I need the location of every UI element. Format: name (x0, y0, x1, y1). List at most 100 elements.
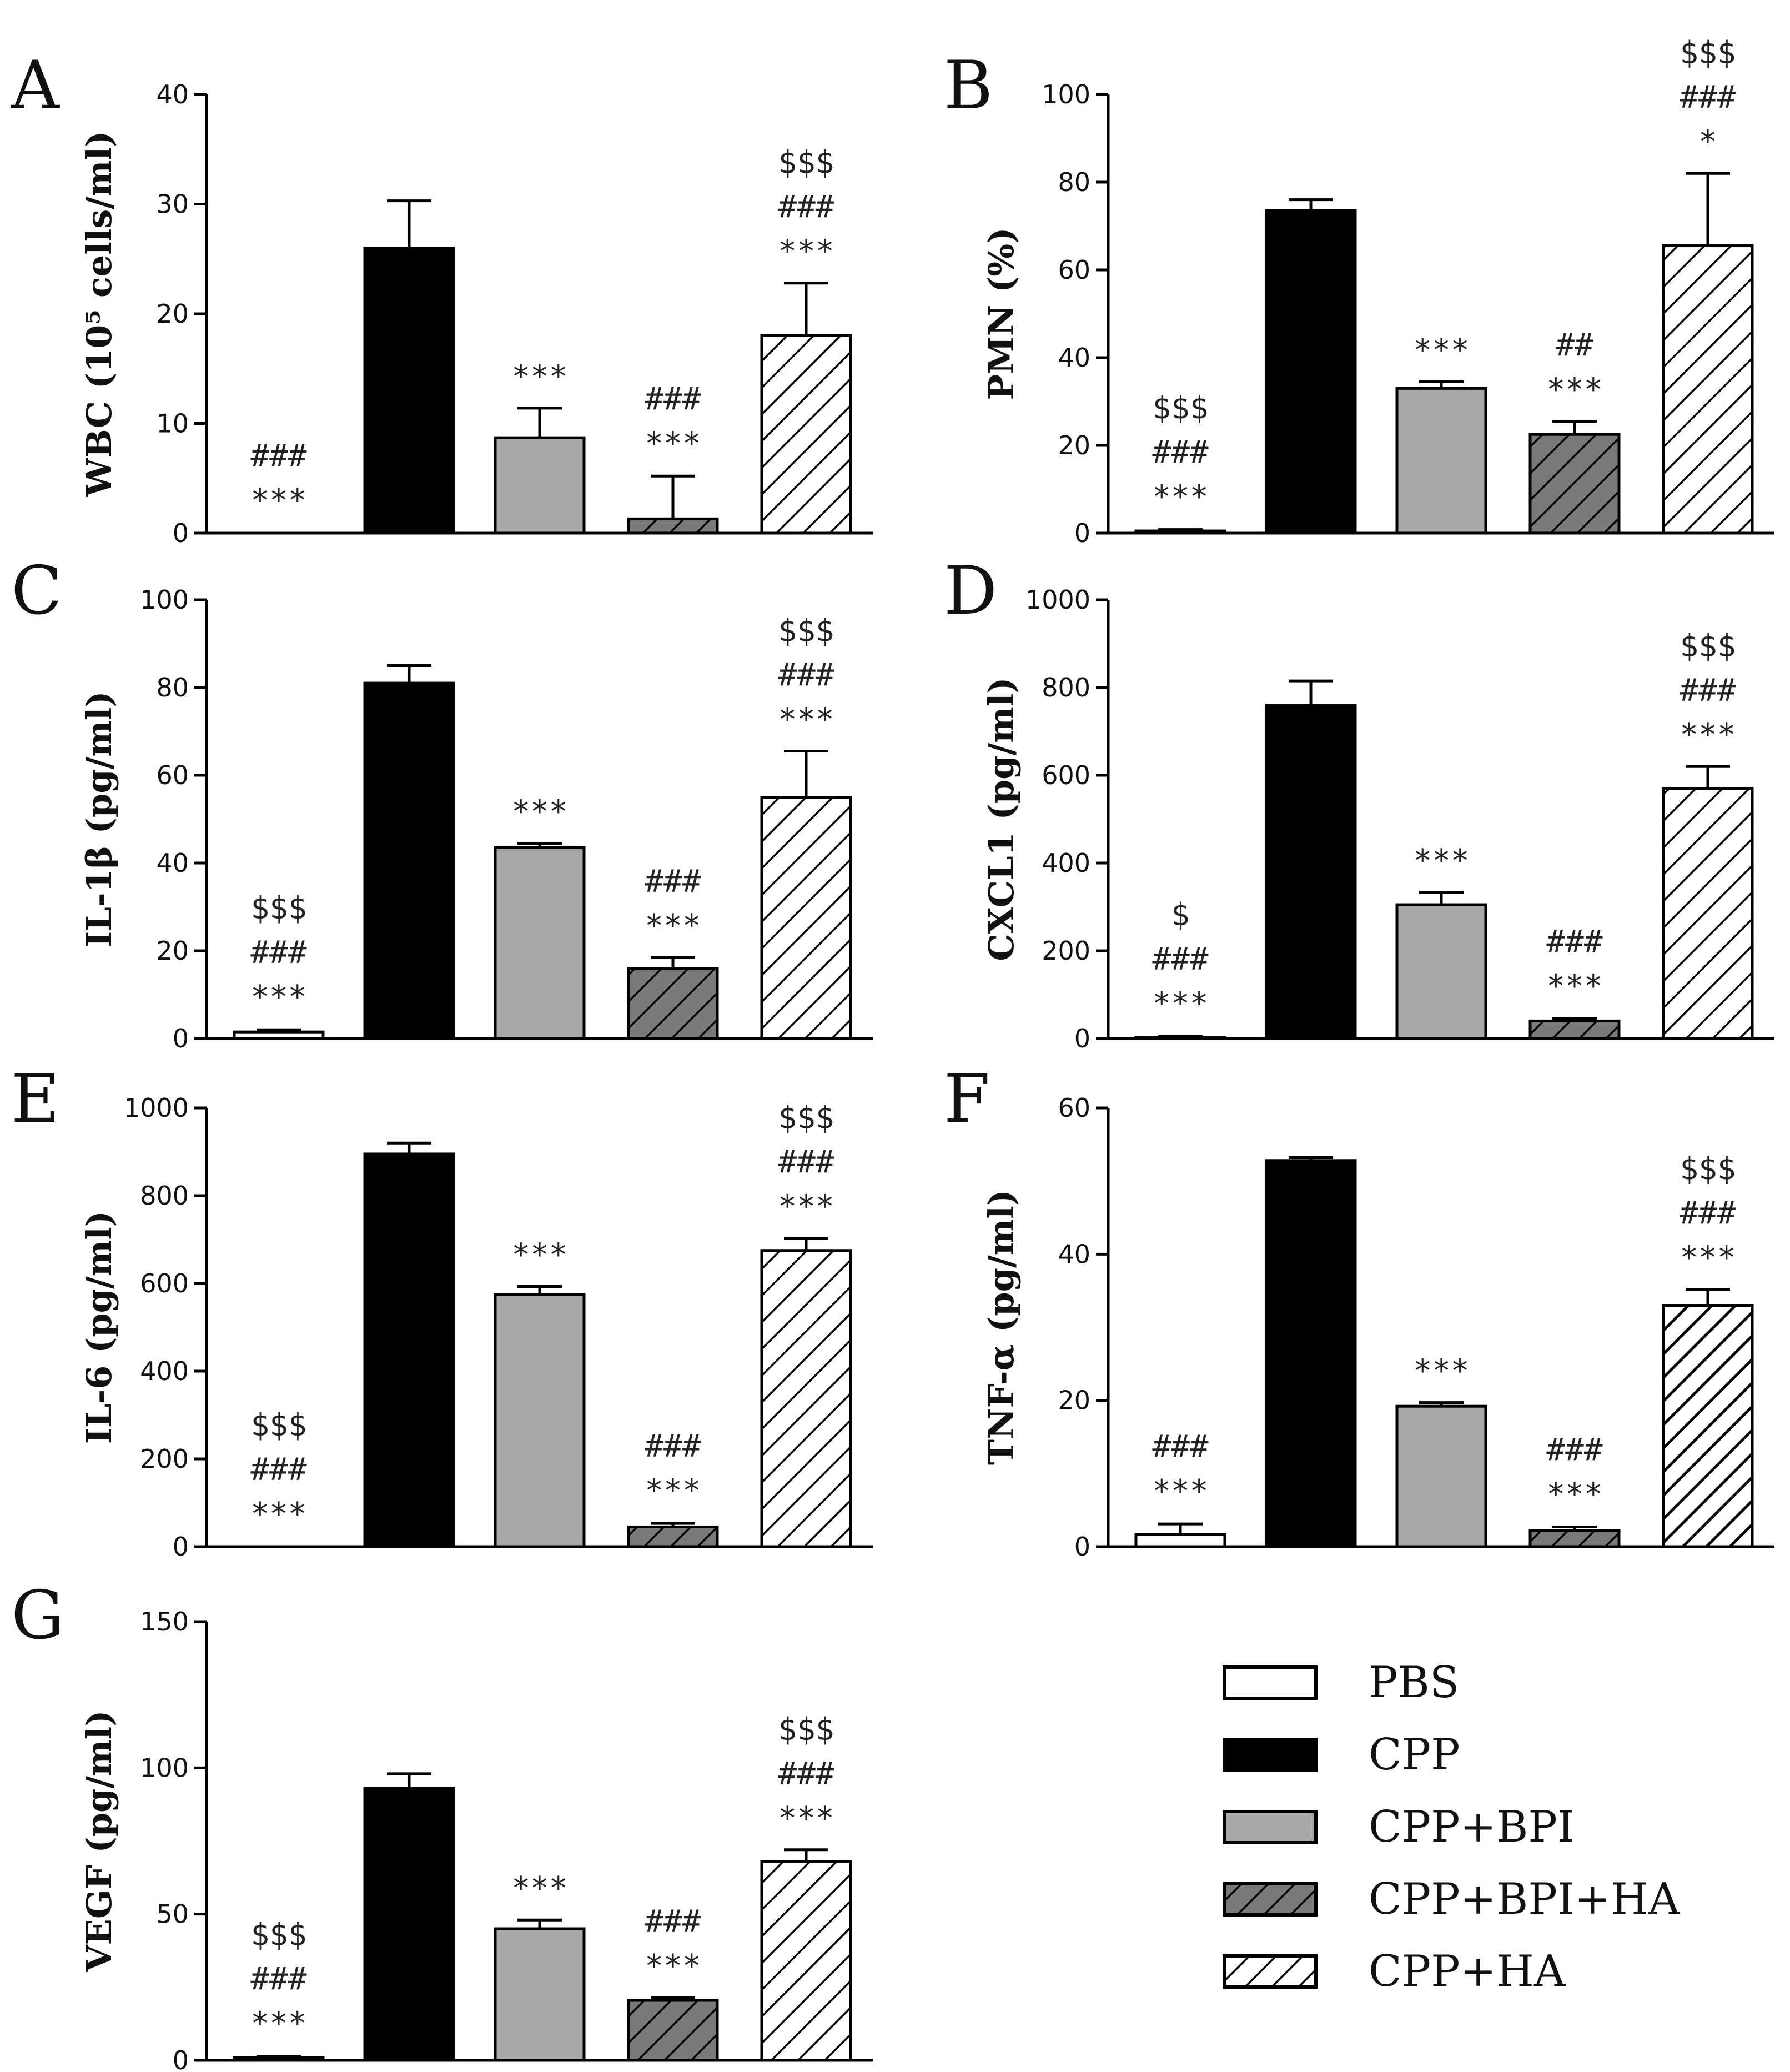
significance-label: $$$ (1680, 1151, 1736, 1187)
bar-cpp (363, 1787, 455, 2062)
y-tick-label: 20 (1058, 1386, 1090, 1416)
significance-label: *** (250, 979, 306, 1015)
bar-cpp-bpi (494, 436, 586, 535)
legend-label: CPP (1369, 1730, 1460, 1780)
y-tick-label: 1000 (124, 1093, 189, 1123)
significance-label: ### (1546, 924, 1602, 960)
significance-label: *** (1546, 372, 1602, 408)
y-tick-label: 150 (140, 1607, 189, 1637)
significance-label: ### (250, 935, 306, 971)
chart-panel-b: B PMN (%) 0 20 40 60 80 100 *** ### $$$ *** *** ## * ##… (944, 35, 1774, 548)
chart-panel-e: E IL-6 (pg/ml) 0 200 400 600 800 1000 *** ### $$$ *… (11, 1061, 873, 1562)
panel-letter: E (11, 1061, 60, 1138)
significance-label: ### (778, 189, 834, 225)
significance-label: $$$ (250, 890, 306, 926)
significance-label: ### (645, 864, 701, 900)
legend-swatch (1223, 1954, 1318, 1989)
bar-pbs (233, 2056, 325, 2062)
y-tick-label: 60 (1058, 1093, 1090, 1123)
y-tick-label: 50 (156, 1899, 189, 1929)
y-tick-label: 100 (140, 585, 189, 615)
significance-label: *** (511, 1237, 567, 1273)
significance-label: ### (778, 1145, 834, 1181)
legend-swatch (1223, 1810, 1318, 1844)
panel-letter: A (11, 47, 60, 124)
legend-label: CPP+HA (1369, 1946, 1566, 1996)
bar-cpp-ha (760, 334, 852, 535)
significance-label: *** (511, 359, 567, 395)
significance-label: ### (1680, 1196, 1736, 1232)
significance-label: $$$ (778, 145, 834, 181)
significance-label: ### (250, 438, 306, 474)
bar-cpp-ha (1662, 787, 1754, 1040)
significance-label: *** (778, 234, 834, 270)
significance-label: *** (1413, 332, 1469, 368)
significance-label: *** (645, 1948, 701, 1984)
significance-label: *** (1152, 1473, 1208, 1509)
y-tick-label: 0 (173, 1024, 189, 1053)
legend-swatch (1223, 1882, 1318, 1917)
bar-cpp-ha (1662, 1304, 1754, 1548)
y-tick-label: 0 (1074, 518, 1090, 548)
y-tick-label: 800 (140, 1181, 189, 1211)
legend-item: CPP+BPI (1223, 1802, 1575, 1852)
y-tick-label: 100 (140, 1753, 189, 1783)
significance-label: ### (250, 1961, 306, 1998)
bar-pbs (233, 1030, 325, 1040)
bar-cpp-bpi-ha (1528, 1019, 1621, 1040)
y-tick-label: 60 (1058, 255, 1090, 285)
bar-cpp-bpi-ha (627, 517, 719, 535)
legend-swatch (1223, 1665, 1318, 1700)
y-tick-label: 800 (1042, 673, 1090, 703)
y-tick-label: 80 (156, 673, 189, 703)
significance-label: *** (250, 1496, 306, 1532)
y-axis-label: TNF-α (pg/ml) (981, 1190, 1022, 1465)
y-tick-label: 20 (156, 936, 189, 966)
y-axis-label: VEGF (pg/ml) (79, 1710, 119, 1972)
significance-label: $$$ (778, 1100, 834, 1136)
bar-cpp-bpi (494, 1927, 586, 2062)
significance-label: *** (1413, 1353, 1469, 1389)
y-tick-label: 400 (1042, 848, 1090, 878)
y-axis-label: CXCL1 (pg/ml) (981, 677, 1022, 961)
chart-panel-a: A WBC (10⁵ cells/ml) 0 10 20 30 40 *** ### *** ***… (11, 47, 873, 548)
bar-cpp-bpi-ha (627, 967, 719, 1040)
y-tick-label: 30 (156, 189, 189, 219)
bar-cpp-bpi (1395, 387, 1487, 535)
significance-label: *** (778, 1800, 834, 1837)
significance-label: ### (778, 658, 834, 694)
bar-cpp-bpi-ha (1528, 1529, 1621, 1548)
significance-label: $$$ (250, 1917, 306, 1953)
significance-label: *** (1680, 1240, 1736, 1276)
y-tick-label: 80 (1058, 167, 1090, 197)
y-tick-label: 400 (140, 1356, 189, 1386)
panel-letter: D (944, 553, 997, 630)
significance-label: *** (1152, 986, 1208, 1022)
significance-label: ### (1152, 941, 1208, 977)
significance-label: $$$ (250, 1407, 306, 1443)
panel-letter: C (11, 553, 62, 630)
significance-label: *** (778, 1189, 834, 1225)
bar-cpp-bpi (1395, 903, 1487, 1040)
significance-label: *** (511, 794, 567, 830)
bar-pbs (1134, 1533, 1226, 1548)
significance-label: ### (250, 1452, 306, 1488)
bar-cpp-bpi (494, 1293, 586, 1548)
significance-label: *** (645, 425, 701, 461)
chart-panel-f: F TNF-α (pg/ml) 0 20 40 60 *** ### *** *** ### *** #… (944, 1061, 1774, 1562)
y-axis-label: PMN (%) (981, 227, 1022, 400)
significance-label: ### (1152, 1429, 1208, 1465)
significance-label: *** (778, 702, 834, 738)
bar-cpp-ha (760, 796, 852, 1040)
bar-cpp-bpi-ha (627, 1999, 719, 2062)
legend-item: CPP+BPI+HA (1223, 1874, 1681, 1924)
significance-label: ### (645, 1428, 701, 1464)
y-tick-label: 200 (1042, 936, 1090, 966)
legend-label: CPP+BPI+HA (1369, 1874, 1681, 1924)
significance-label: $$$ (1152, 390, 1208, 427)
significance-label: ### (645, 381, 701, 417)
y-tick-label: 200 (140, 1444, 189, 1474)
y-tick-label: 40 (156, 848, 189, 878)
bar-cpp-bpi-ha (627, 1525, 719, 1548)
